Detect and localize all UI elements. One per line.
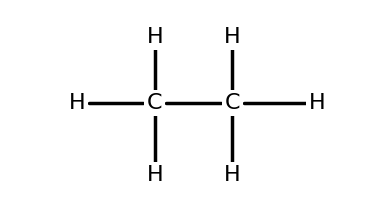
Text: H: H	[224, 165, 240, 185]
Text: H: H	[309, 93, 325, 113]
Text: H: H	[224, 27, 240, 47]
Text: C: C	[147, 93, 163, 113]
Text: H: H	[147, 165, 163, 185]
Text: H: H	[147, 27, 163, 47]
Text: C: C	[224, 93, 240, 113]
Text: H: H	[69, 93, 86, 113]
